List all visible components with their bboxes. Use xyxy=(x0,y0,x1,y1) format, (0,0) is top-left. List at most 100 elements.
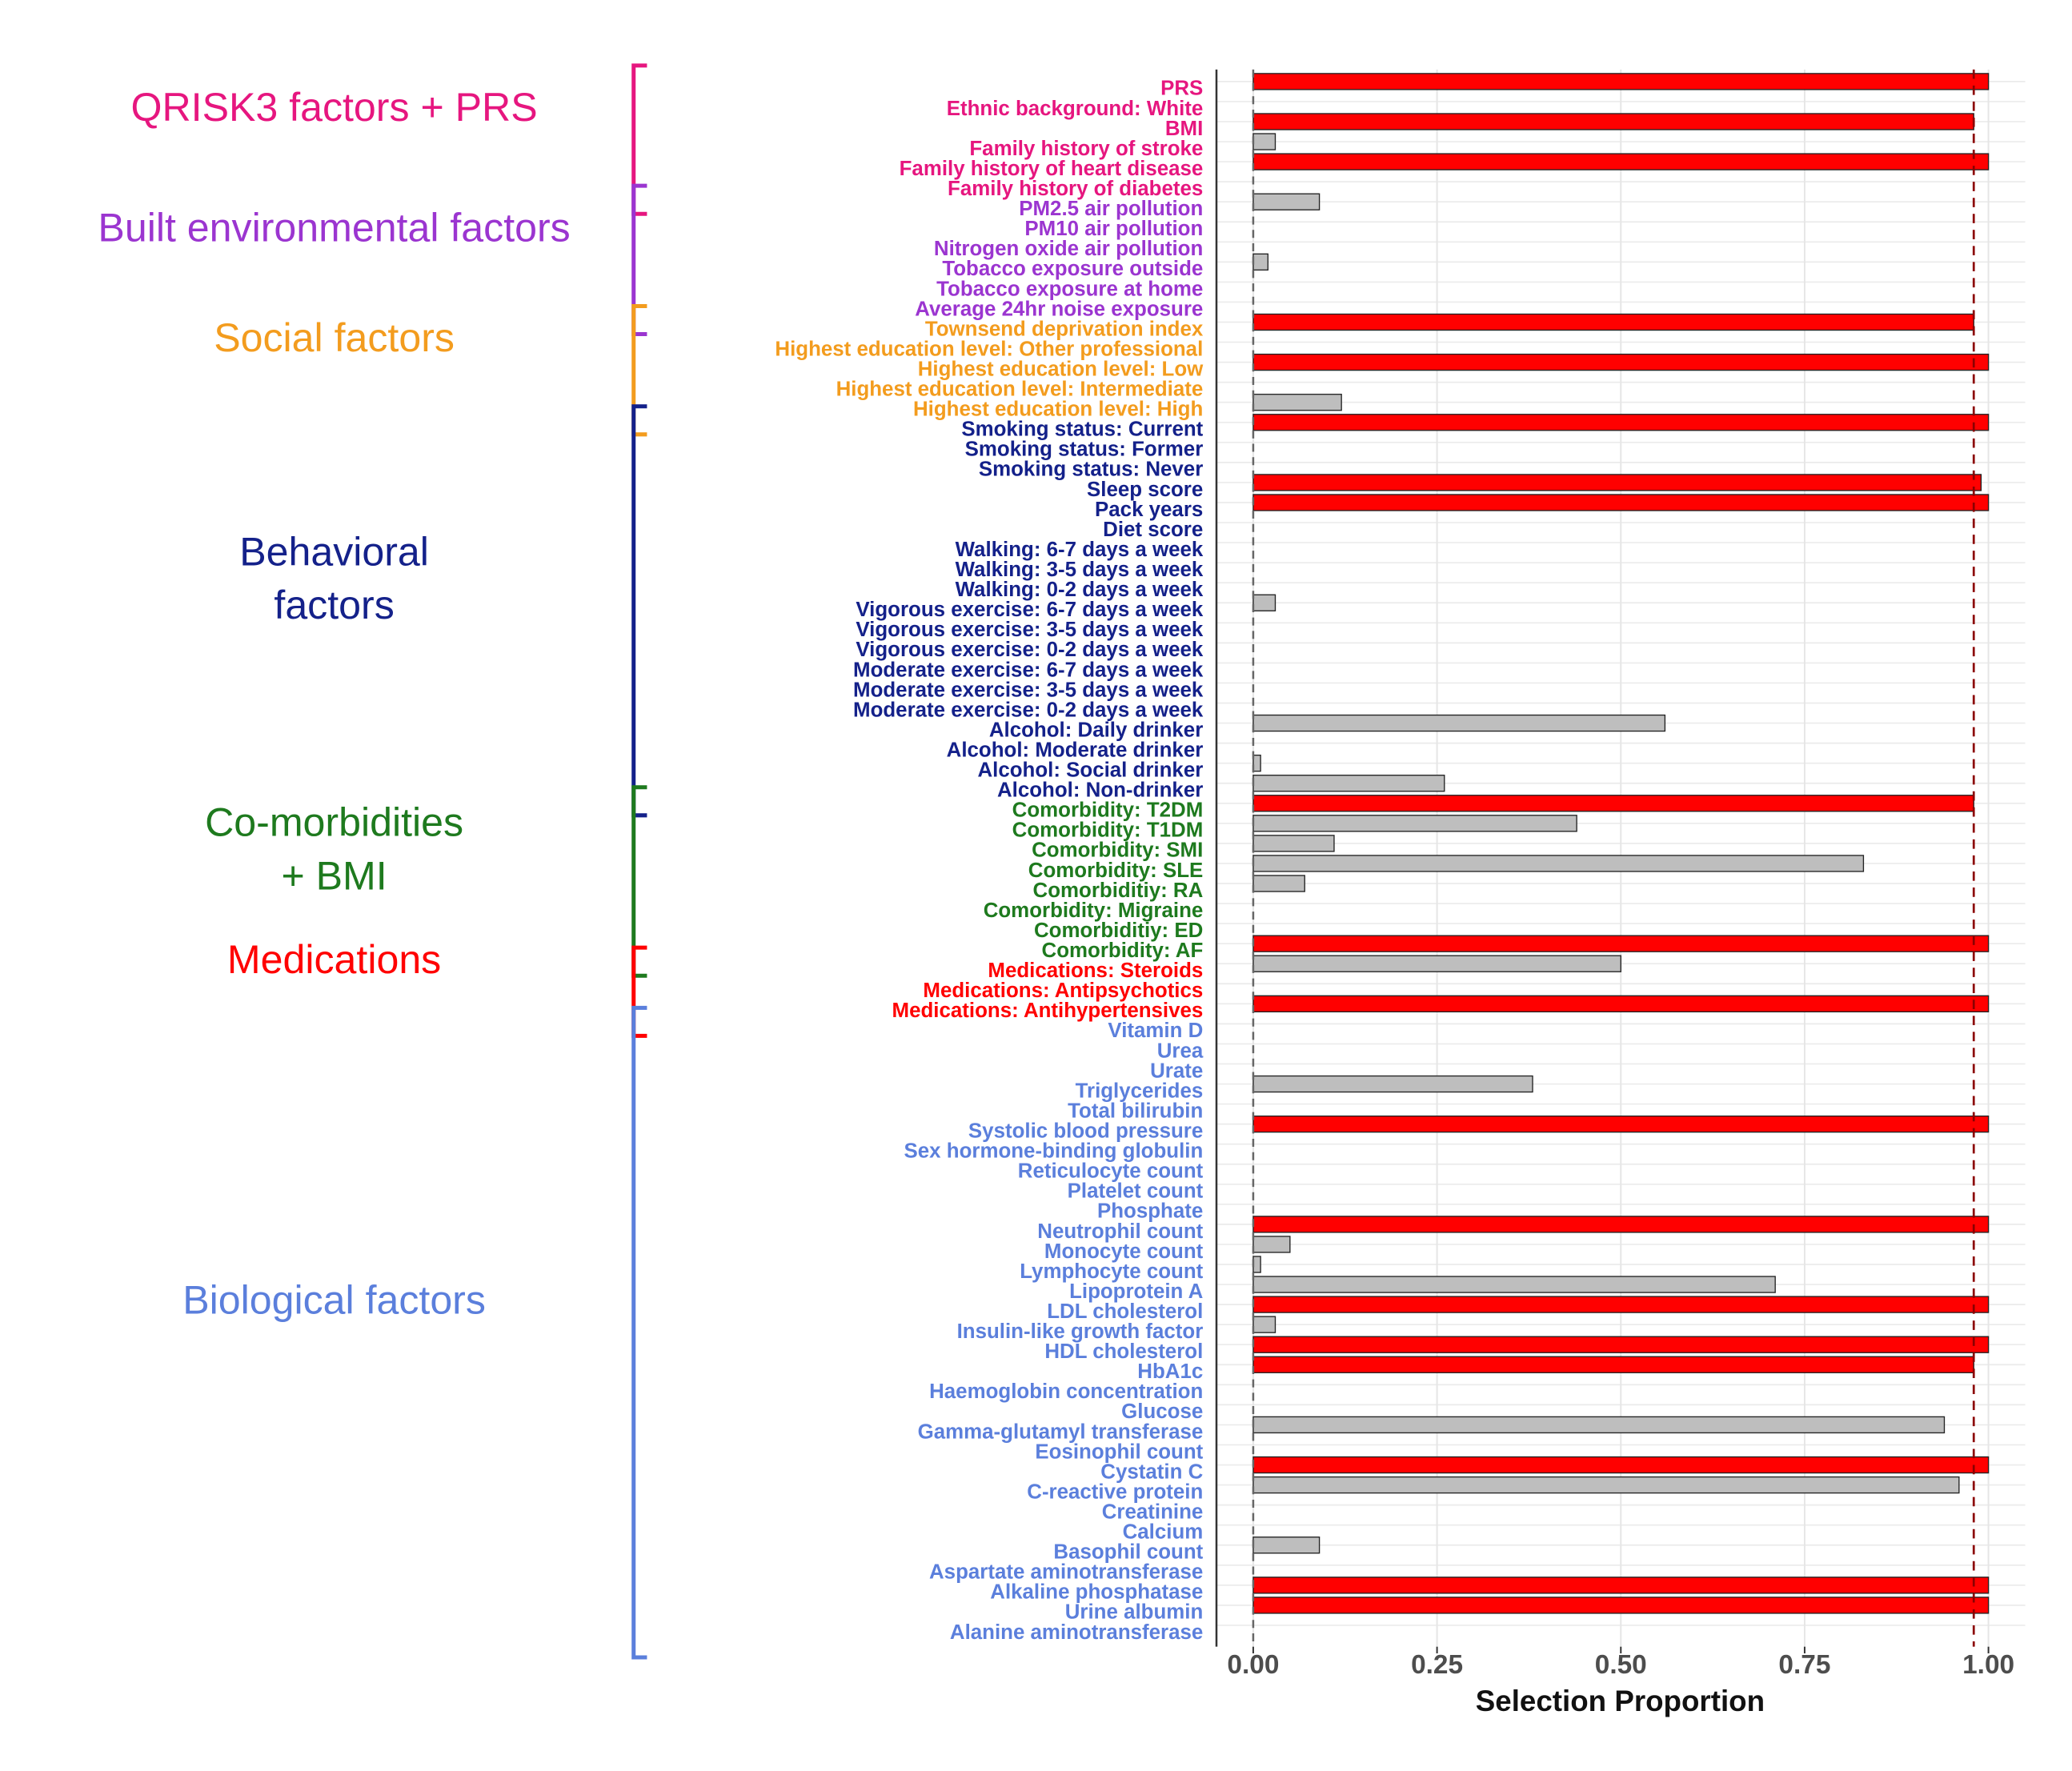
group-bracket xyxy=(631,183,647,337)
bar xyxy=(1252,1316,1276,1333)
category-label: Alcohol: Social drinker xyxy=(977,759,1203,782)
category-label: Highest education level: High xyxy=(913,399,1203,421)
group-bracket xyxy=(631,785,647,978)
group-bracket xyxy=(631,303,647,437)
group-label: Biological factors xyxy=(182,1278,486,1323)
category-label: Basophil count xyxy=(1053,1541,1203,1564)
bar xyxy=(1252,353,1990,371)
category-label: Insulin-like growth factor xyxy=(957,1320,1204,1343)
group-bracket xyxy=(631,63,647,216)
group-label: Social factors xyxy=(214,315,455,360)
category-label: Comorbidity: T2DM xyxy=(1012,799,1204,822)
category-label: Average 24hr noise exposure xyxy=(915,298,1203,320)
x-tick-label: 0.25 xyxy=(1411,1650,1463,1680)
category-label: Urate xyxy=(1150,1060,1203,1082)
bar xyxy=(1252,1115,1990,1133)
category-label: Creatinine xyxy=(1102,1501,1204,1523)
group-bracket xyxy=(631,404,647,818)
category-label: Lymphocyte count xyxy=(1020,1260,1203,1283)
category-label: Comorbidity: SMI xyxy=(1032,839,1203,862)
category-label: Medications: Antihypertensives xyxy=(892,1000,1204,1022)
bar xyxy=(1252,193,1321,210)
bar xyxy=(1252,1577,1990,1594)
category-label: BMI xyxy=(1165,118,1203,140)
category-label: Sex hormone-binding globulin xyxy=(904,1140,1204,1163)
bar xyxy=(1252,1356,1974,1373)
x-axis-label: Selection Proportion xyxy=(1476,1685,1765,1717)
category-label: Phosphate xyxy=(1097,1200,1203,1223)
category-label: Nitrogen oxide air pollution xyxy=(934,238,1203,260)
x-tick-label: 0.50 xyxy=(1595,1650,1647,1680)
bar xyxy=(1252,835,1335,852)
category-label: Medications: Antipsychotics xyxy=(923,980,1203,1002)
group-bracket xyxy=(631,1005,647,1660)
category-label: Moderate exercise: 6-7 days a week xyxy=(853,659,1204,681)
category-label: Walking: 3-5 days a week xyxy=(956,559,1204,581)
category-label: LDL cholesterol xyxy=(1047,1300,1203,1323)
category-label: Monocyte count xyxy=(1044,1240,1204,1263)
bar xyxy=(1252,474,1982,491)
bar xyxy=(1252,955,1621,972)
category-label: Smoking status: Former xyxy=(965,439,1204,461)
group-label: factors xyxy=(274,583,394,627)
category-label: Comorbiditiy: ED xyxy=(1034,920,1203,942)
category-label: Ethnic background: White xyxy=(947,98,1204,120)
category-label: Systolic blood pressure xyxy=(968,1120,1203,1142)
group-bracket xyxy=(631,945,647,1038)
category-label: Alkaline phosphatase xyxy=(990,1581,1203,1604)
group-label: QRISK3 factors + PRS xyxy=(131,85,538,130)
category-label: Cystatin C xyxy=(1100,1460,1203,1483)
category-label: Haemoglobin concentration xyxy=(929,1380,1203,1403)
category-label: Gamma-glutamyl transferase xyxy=(918,1420,1204,1443)
category-label: Vitamin D xyxy=(1108,1020,1203,1042)
category-label: Family history of heart disease xyxy=(900,158,1204,180)
category-label: PM10 air pollution xyxy=(1024,218,1203,240)
category-label: Moderate exercise: 3-5 days a week xyxy=(853,679,1204,701)
bar xyxy=(1252,995,1990,1013)
bar xyxy=(1252,815,1577,832)
category-label: Eosinophil count xyxy=(1035,1440,1203,1463)
category-label: Total bilirubin xyxy=(1068,1100,1203,1122)
category-label: Urine albumin xyxy=(1065,1601,1204,1624)
category-label: Sleep score xyxy=(1087,479,1203,501)
category-label: Townsend deprivation index xyxy=(925,318,1204,340)
category-label: Highest education level: Other professio… xyxy=(775,338,1203,360)
category-label: Smoking status: Current xyxy=(961,419,1203,441)
category-label: Platelet count xyxy=(1068,1180,1204,1203)
category-label: Reticulocyte count xyxy=(1018,1160,1204,1183)
bar xyxy=(1252,594,1276,611)
category-label: Vigorous exercise: 3-5 days a week xyxy=(856,619,1204,641)
x-tick-label: 0.75 xyxy=(1778,1650,1830,1680)
category-label: PRS xyxy=(1160,78,1203,100)
group-label: Built environmental factors xyxy=(98,205,570,250)
bar xyxy=(1252,1256,1261,1273)
category-label: Glucose xyxy=(1121,1400,1203,1423)
bar xyxy=(1252,1336,1990,1353)
category-label: Aspartate aminotransferase xyxy=(929,1561,1203,1584)
x-tick-label: 1.00 xyxy=(1962,1650,2014,1680)
category-label: Comorbidity: T1DM xyxy=(1012,819,1204,842)
bar xyxy=(1252,73,1990,90)
bar xyxy=(1252,414,1990,431)
category-label: Alcohol: Daily drinker xyxy=(989,719,1203,741)
category-label: Triglycerides xyxy=(1076,1080,1204,1102)
bar xyxy=(1252,1456,1990,1474)
category-label: Pack years xyxy=(1095,499,1203,521)
category-label: Medications: Steroids xyxy=(988,960,1203,982)
group-label: Co-morbidities xyxy=(205,800,463,845)
bar xyxy=(1252,313,1974,331)
bar xyxy=(1252,1236,1291,1253)
bar xyxy=(1252,855,1865,872)
category-label: Vigorous exercise: 0-2 days a week xyxy=(856,639,1204,661)
bar xyxy=(1252,494,1990,511)
bar xyxy=(1252,1296,1990,1313)
category-label: Comorbidity: AF xyxy=(1042,940,1204,962)
category-label: Walking: 6-7 days a week xyxy=(956,539,1204,561)
bar xyxy=(1252,1597,1990,1614)
bar xyxy=(1252,1276,1776,1293)
group-label: + BMI xyxy=(281,853,387,898)
category-label: C-reactive protein xyxy=(1027,1481,1203,1503)
category-label: Calcium xyxy=(1123,1521,1204,1544)
category-label: Urea xyxy=(1157,1040,1204,1062)
